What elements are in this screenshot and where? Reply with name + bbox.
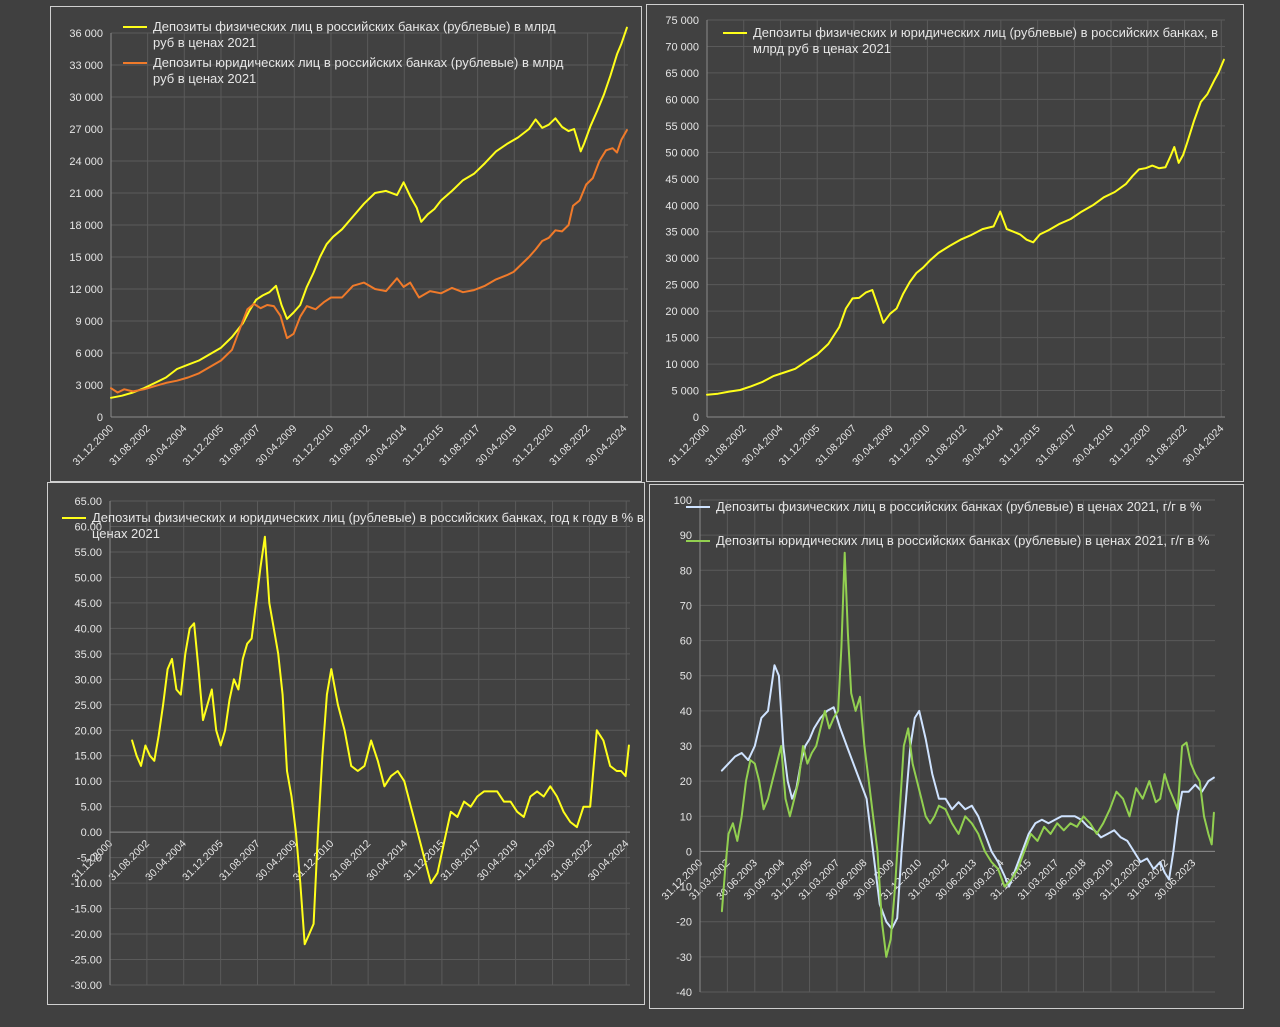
series-line-1: [131, 535, 630, 946]
legend-item: Депозиты физических и юридических лиц (р…: [723, 25, 1243, 57]
y-tick-label: 15 000: [665, 333, 699, 345]
y-tick-label: 30 000: [69, 92, 103, 104]
y-tick-label: 18 000: [69, 220, 103, 232]
y-tick-label: 35.00: [74, 649, 102, 661]
y-tick-label: 33 000: [69, 60, 103, 72]
y-tick-label: 3 000: [75, 380, 103, 392]
legend-label: Депозиты физических лиц в российских бан…: [716, 499, 1202, 514]
y-tick-label: 15.00: [74, 751, 102, 763]
legend-item: Депозиты юридических лиц в российских ба…: [686, 533, 1242, 549]
y-tick-label: 70 000: [665, 41, 699, 53]
legend-swatch-yellow: [723, 32, 747, 34]
y-tick-label: 6 000: [75, 348, 103, 360]
legend-label: Депозиты физических и юридических лиц (р…: [92, 510, 644, 541]
y-tick-label: 60 000: [665, 94, 699, 106]
legend-label: Депозиты юридических лиц в российских ба…: [153, 55, 564, 86]
y-tick-label: 20.00: [74, 725, 102, 737]
y-tick-label: 0.00: [81, 827, 102, 839]
y-tick-label: 21 000: [69, 188, 103, 200]
legend-label: Депозиты юридических лиц в российских ба…: [716, 533, 1210, 548]
legend-item: Депозиты физических и юридических лиц (р…: [62, 510, 646, 542]
y-tick-label: 45 000: [665, 174, 699, 186]
y-tick-label: 90: [680, 530, 692, 542]
y-tick-label: 45.00: [74, 598, 102, 610]
y-tick-label: 50 000: [665, 147, 699, 159]
chart-4-legend: Депозиты физических лиц в российских бан…: [686, 499, 1242, 549]
y-tick-label: 30 000: [665, 253, 699, 265]
y-tick-label: 70: [680, 600, 692, 612]
chart-panel-2: 0 5 000 10 000 15 000 20 000 25 000 30 000 35 0…: [646, 4, 1244, 482]
y-tick-label: 40: [680, 706, 692, 718]
y-tick-label: 10.00: [74, 776, 102, 788]
series-line-2: [110, 129, 628, 394]
y-tick-label: 50.00: [74, 572, 102, 584]
y-tick-label: 5 000: [671, 386, 699, 398]
chart-panel-1: 0 3 000 6 000 9 000 12 000 15 000 18 000 21 000…: [50, 6, 642, 482]
chart-3-legend: Депозиты физических и юридических лиц (р…: [62, 510, 646, 542]
y-tick-label: 15 000: [69, 252, 103, 264]
series-line-1: [706, 58, 1225, 396]
y-tick-label: 9 000: [75, 316, 103, 328]
y-tick-label: 55.00: [74, 547, 102, 559]
y-tick-label: 25.00: [74, 700, 102, 712]
legend-swatch-green: [686, 540, 710, 542]
y-tick-label: 27 000: [69, 124, 103, 136]
y-tick-label: 65 000: [665, 68, 699, 80]
chart-2-legend: Депозиты физических и юридических лиц (р…: [723, 25, 1243, 57]
y-tick-label: 60.00: [74, 521, 102, 533]
legend-swatch-orange: [123, 62, 147, 64]
y-tick-label: 65.00: [74, 496, 102, 508]
chart-2-svg: 0 5 000 10 000 15 000 20 000 25 000 30 000 35 0…: [665, 15, 1226, 468]
y-tick-label: 25 000: [665, 280, 699, 292]
y-tick-label: -5.00: [77, 853, 102, 865]
y-tick-label: -10.00: [71, 878, 102, 890]
y-tick-label: -30.00: [71, 980, 102, 992]
y-tick-label: 36 000: [69, 28, 103, 40]
y-tick-label: 60: [680, 636, 692, 648]
y-tick-label: 10: [680, 811, 692, 823]
y-tick-label: -15.00: [71, 904, 102, 916]
y-tick-label: 5.00: [81, 802, 102, 814]
y-tick-label: 10 000: [665, 359, 699, 371]
y-tick-label: 55 000: [665, 121, 699, 133]
chart-panel-4: -40 -30 -20 -10 0 10 20 30 40 50 60 70 80 90 100 31.12.…: [649, 484, 1244, 1009]
y-tick-label: 75 000: [665, 15, 699, 27]
y-tick-label: -20: [676, 917, 692, 929]
y-tick-label: 20 000: [665, 306, 699, 318]
y-tick-label: 40 000: [665, 200, 699, 212]
y-tick-label: 12 000: [69, 284, 103, 296]
legend-item: Депозиты юридических лиц в российских ба…: [123, 55, 573, 87]
chart-1-svg: 0 3 000 6 000 9 000 12 000 15 000 18 000 21 000…: [69, 26, 629, 468]
y-tick-label: 0: [686, 846, 692, 858]
chart-panel-3: -30.00 -25.00 -20.00 -15.00 -10.00 -5.00 0.00 5…: [47, 482, 645, 1005]
y-tick-label: 0: [693, 412, 699, 424]
y-tick-label: 0: [97, 412, 103, 424]
legend-item: Депозиты физических лиц в российских бан…: [123, 19, 573, 51]
legend-swatch-yellow: [62, 517, 86, 519]
legend-label: Депозиты физических и юридических лиц (р…: [753, 25, 1219, 56]
y-tick-label: 30.00: [74, 674, 102, 686]
y-tick-label: -20.00: [71, 929, 102, 941]
legend-swatch-yellow: [123, 26, 147, 28]
y-tick-label: 50: [680, 671, 692, 683]
y-tick-label: 100: [674, 495, 692, 507]
legend-item: Депозиты физических лиц в российских бан…: [686, 499, 1242, 515]
chart-1-legend: Депозиты физических лиц в российских бан…: [123, 19, 573, 87]
y-tick-label: 20: [680, 776, 692, 788]
y-tick-label: 30: [680, 741, 692, 753]
y-tick-label: 24 000: [69, 156, 103, 168]
y-tick-label: -10: [676, 882, 692, 894]
y-tick-label: 35 000: [665, 227, 699, 239]
legend-label: Депозиты физических лиц в российских бан…: [153, 19, 556, 50]
chart-3-svg: -30.00 -25.00 -20.00 -15.00 -10.00 -5.00 0.00 5…: [69, 496, 631, 992]
y-tick-label: -30: [676, 952, 692, 964]
chart-4-svg: -40-30-20-10010203040506070809010031.12.…: [659, 495, 1215, 999]
y-tick-label: 80: [680, 565, 692, 577]
series-line-2: [720, 551, 1215, 958]
y-tick-label: -40: [676, 987, 692, 999]
y-tick-label: 40.00: [74, 623, 102, 635]
series-line-1: [110, 26, 628, 399]
legend-swatch-lightblue: [686, 506, 710, 508]
y-tick-label: -25.00: [71, 955, 102, 967]
